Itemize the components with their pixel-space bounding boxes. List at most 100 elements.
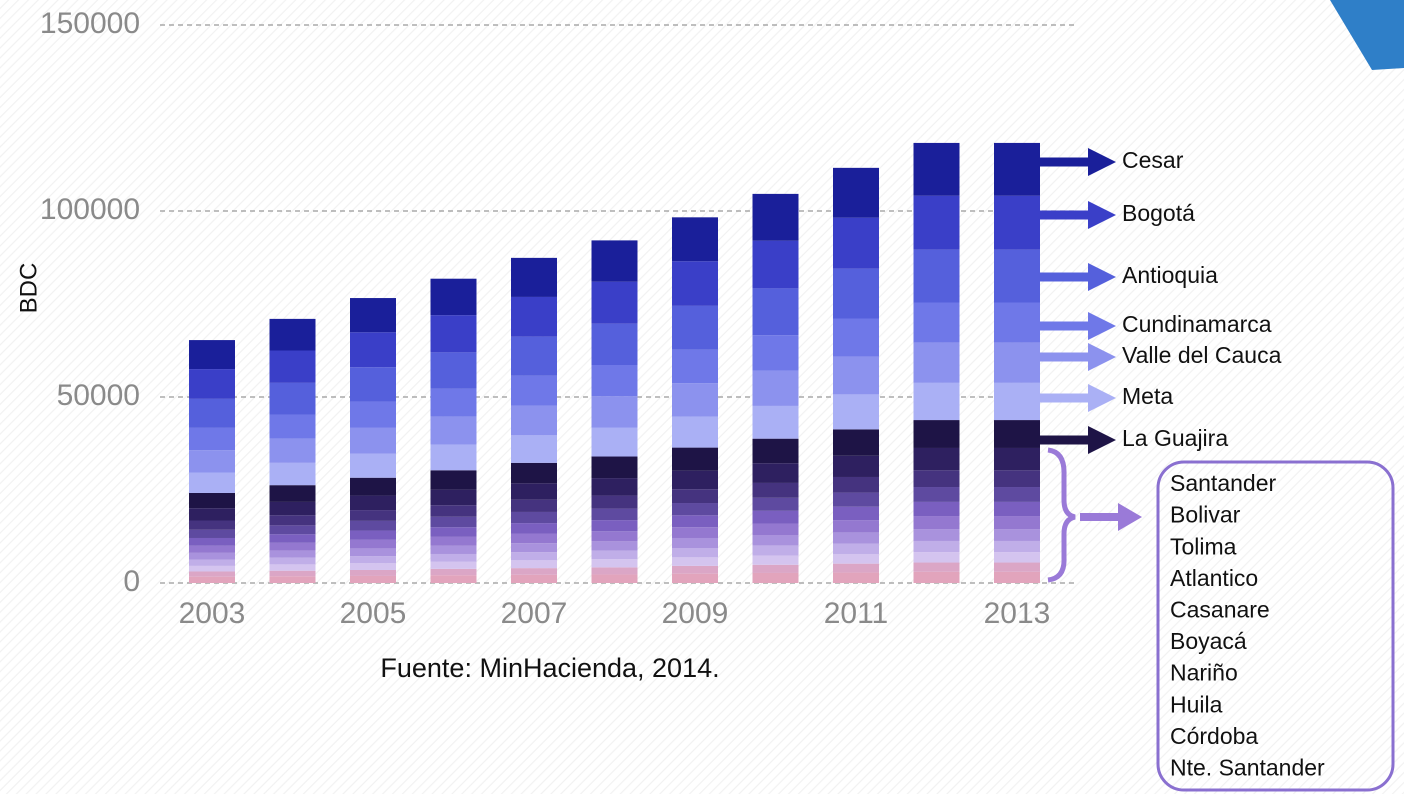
bar-segment	[913, 420, 960, 448]
bar-segment	[994, 195, 1040, 250]
bar-segment	[269, 414, 316, 439]
x-tick-label: 2011	[824, 597, 889, 630]
bar-segment	[591, 365, 638, 397]
bar-segment	[994, 529, 1040, 541]
source-note: Fuente: MinHacienda, 2014.	[380, 653, 719, 683]
bar-segment	[672, 217, 718, 262]
bar-segment	[430, 388, 477, 417]
bar-segment	[511, 483, 557, 500]
bar-segment	[833, 492, 879, 507]
bar-segment	[994, 249, 1040, 303]
bar-segment	[511, 462, 557, 484]
bar-segment	[430, 561, 477, 569]
bar-segment	[189, 571, 235, 577]
legend-label: Santander	[1170, 470, 1276, 496]
bar-segment	[752, 405, 799, 439]
bar-segment	[752, 545, 799, 556]
bar-segment	[350, 548, 396, 557]
bar-segment	[913, 142, 960, 196]
legend-label: Cundinamarca	[1122, 311, 1272, 337]
bar-segment	[350, 556, 396, 564]
bar-segment	[430, 489, 477, 506]
bar-segment	[752, 555, 799, 565]
legend-label: Cesar	[1122, 147, 1184, 173]
legend-label: Tolima	[1170, 533, 1237, 559]
bar-segment	[269, 485, 316, 502]
x-tick-label: 2003	[179, 597, 246, 630]
legend-label: Boyacá	[1170, 628, 1247, 654]
bar-segment	[511, 560, 557, 569]
bar-segment	[350, 477, 396, 496]
bar-segment	[994, 142, 1040, 196]
bar-segment	[672, 416, 718, 448]
bar-segment	[913, 552, 960, 563]
bar-segment	[430, 505, 477, 517]
bar-segment	[591, 323, 638, 366]
bar-segment	[350, 453, 396, 478]
bar-segment	[994, 420, 1040, 448]
bar-segment	[430, 553, 477, 562]
bar-segment	[591, 508, 638, 521]
bar-segment	[591, 531, 638, 542]
bar-segment	[269, 501, 316, 516]
bar-segment	[591, 567, 638, 575]
bar-segment	[269, 550, 316, 558]
legend-label: Bolivar	[1170, 502, 1241, 528]
bar-segment	[350, 569, 396, 576]
bar-segment	[833, 563, 879, 573]
bar-segment	[350, 520, 396, 531]
bar-segment	[833, 455, 879, 477]
legend-label: Antioquia	[1122, 262, 1218, 288]
bar-segment	[430, 568, 477, 576]
bar-segment	[752, 370, 799, 406]
bar-segment	[672, 565, 718, 574]
legend-arrowhead	[1088, 384, 1116, 412]
bar-segment	[913, 470, 960, 488]
bar-segment	[591, 495, 638, 509]
bar-segment	[833, 520, 879, 533]
legend-arrowhead	[1088, 343, 1116, 371]
legend-label: Casanare	[1170, 596, 1270, 622]
bar-segment	[189, 520, 235, 530]
bar-segment	[269, 534, 316, 543]
bar-segment	[269, 382, 316, 415]
bar-segment	[511, 533, 557, 544]
bar-segment	[752, 288, 799, 336]
legend-label: Valle del Cauca	[1122, 342, 1282, 368]
legend-arrowhead	[1088, 148, 1116, 176]
bar-segment	[913, 562, 960, 572]
bar-segment	[672, 573, 718, 583]
bar-segment	[833, 553, 879, 564]
bar-segment	[672, 261, 718, 306]
bar-segment	[672, 349, 718, 384]
x-tick-label: 2007	[501, 597, 568, 630]
bar-segment	[672, 557, 718, 566]
bar-segment	[994, 447, 1040, 471]
legend-label: Córdoba	[1170, 723, 1258, 749]
bar-segment	[752, 240, 799, 289]
bar-segment	[752, 193, 799, 241]
bar-segment	[511, 574, 557, 583]
bar-segment	[591, 559, 638, 568]
bar-segment	[752, 463, 799, 483]
brace-arrowhead	[1118, 503, 1142, 531]
bar-segment	[752, 523, 799, 536]
bar-segment	[994, 571, 1040, 583]
y-tick-label: 150000	[40, 7, 140, 40]
bar-segment	[672, 447, 718, 471]
bar-segment	[189, 576, 235, 583]
bar-segment	[913, 382, 960, 421]
bar-segment	[913, 249, 960, 303]
bar-segment	[833, 217, 879, 269]
bar-segment	[994, 516, 1040, 530]
bar-segment	[511, 552, 557, 561]
bar-segment	[350, 575, 396, 583]
bar-segment	[511, 435, 557, 463]
bar-segment	[189, 472, 235, 493]
bar-segment	[833, 167, 879, 218]
bar-segment	[833, 532, 879, 544]
bar-segment	[430, 278, 477, 316]
bar-segment	[511, 568, 557, 575]
bar-segment	[269, 576, 316, 583]
